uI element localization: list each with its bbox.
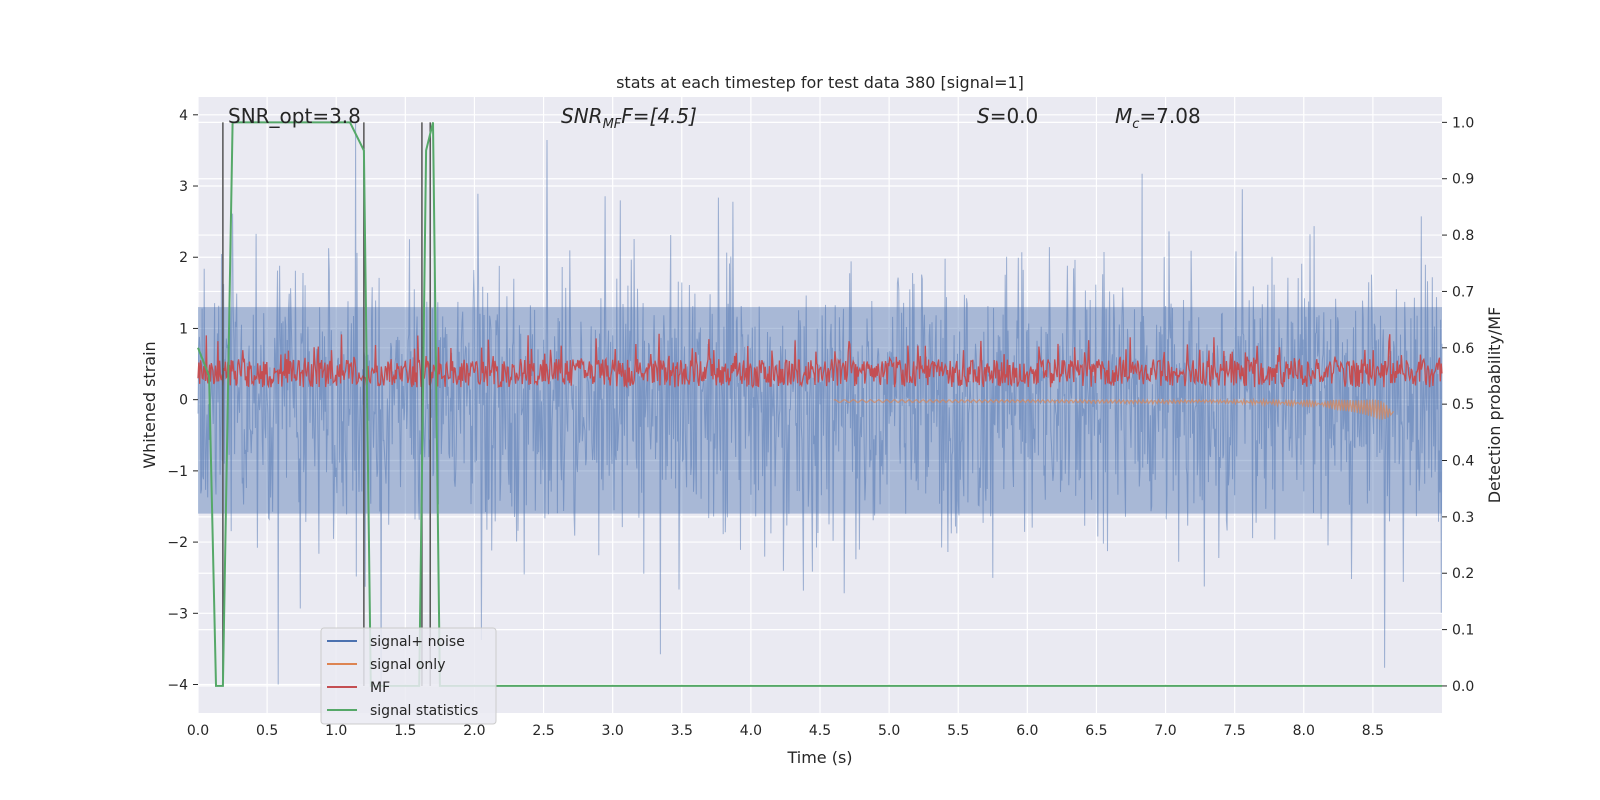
snr-mf-main: SNR — [561, 104, 603, 128]
x-tick-label: 0.5 — [256, 723, 278, 739]
mc-annotation: Mc=7.08 — [1115, 104, 1201, 132]
y2-tick-label: 0.0 — [1452, 679, 1474, 695]
x-tick-label: 8.5 — [1362, 723, 1384, 739]
x-tick-label: 1.0 — [325, 723, 347, 739]
x-tick-label: 7.5 — [1224, 723, 1246, 739]
legend-box — [320, 627, 497, 725]
y-tick-label: −4 — [167, 678, 188, 694]
s-annotation: S=0.0 — [977, 104, 1038, 128]
mc-main: M — [1115, 104, 1132, 128]
y-tick-label: 0 — [179, 393, 188, 409]
y-axis-label: Whitened strain — [140, 341, 159, 468]
y2-axis-label: Detection probability/MF — [1485, 307, 1504, 504]
y2-tick-label: 0.6 — [1452, 341, 1474, 357]
signal-only-series — [833, 397, 1395, 420]
grid-lines — [197, 97, 1442, 713]
signal-noise-series — [197, 121, 1443, 685]
y2-tick-label: 0.9 — [1452, 172, 1474, 188]
x-tick-label: 1.5 — [394, 723, 416, 739]
y-axis-ticks: 4 3 2 1 0 −1 −2 −3 −4 — [167, 108, 198, 694]
y-tick-label: 1 — [179, 321, 188, 337]
x-tick-label: 0.0 — [187, 723, 209, 739]
y-tick-label: 3 — [179, 179, 188, 195]
x-tick-label: 4.0 — [740, 723, 762, 739]
x-tick-label: 2.0 — [463, 723, 485, 739]
y-tick-label: −3 — [167, 606, 188, 622]
signal-statistics-line — [197, 121, 1442, 687]
y-tick-label: 4 — [179, 108, 188, 124]
y-tick-label: −2 — [167, 535, 188, 551]
y2-tick-label: 0.4 — [1452, 454, 1474, 470]
x-tick-label: 7.0 — [1154, 723, 1176, 739]
s-rest: =0.0 — [990, 104, 1039, 128]
y2-tick-label: 1.0 — [1452, 115, 1474, 131]
y-tick-label: 2 — [179, 250, 188, 266]
x-axis-label: Time (s) — [786, 748, 852, 767]
y2-tick-label: 0.3 — [1452, 510, 1474, 526]
signal-statistics-series — [197, 121, 1442, 687]
mf-line — [197, 333, 1443, 389]
mc-rest: =7.08 — [1139, 104, 1200, 128]
chart-title: stats at each timestep for test data 380… — [616, 73, 1024, 92]
y2-tick-label: 0.1 — [1452, 623, 1474, 639]
x-tick-label: 3.5 — [671, 723, 693, 739]
legend: signal+ noise signal only MF signal stat… — [320, 627, 497, 725]
legend-label-signal: signal only — [370, 657, 445, 673]
x-tick-label: 3.0 — [602, 723, 624, 739]
mf-series — [197, 333, 1443, 389]
x-tick-label: 2.5 — [532, 723, 554, 739]
y-tick-label: −1 — [167, 464, 188, 480]
y2-tick-label: 0.8 — [1452, 228, 1474, 244]
legend-label-mf: MF — [370, 680, 390, 696]
x-tick-label: 8.0 — [1293, 723, 1315, 739]
x-axis-ticks: 0.0 0.5 1.0 1.5 2.0 2.5 3.0 3.5 4.0 4.5 5.0 5.5 6.0 6… — [187, 723, 1384, 739]
y2-tick-label: 0.2 — [1452, 566, 1474, 582]
snr-mf-annotation: SNRMFF=[4.5] — [561, 104, 697, 132]
x-tick-label: 5.0 — [878, 723, 900, 739]
x-tick-label: 5.5 — [947, 723, 969, 739]
x-tick-label: 4.5 — [809, 723, 831, 739]
y2-tick-label: 0.7 — [1452, 284, 1474, 300]
legend-label-stats: signal statistics — [370, 703, 478, 719]
snr-opt-annotation: SNR_opt=3.8 — [228, 104, 361, 128]
snr-mf-rest: F=[4.5] — [621, 104, 697, 128]
snr-mf-sub: MF — [603, 117, 622, 132]
s-main: S — [977, 104, 990, 128]
legend-label-noise: signal+ noise — [370, 634, 465, 650]
signal-noise-band — [198, 307, 1442, 514]
signal-only-line — [833, 397, 1395, 420]
y2-tick-label: 0.5 — [1452, 397, 1474, 413]
y2-axis-ticks: 1.0 0.9 0.8 0.7 0.6 0.5 0.4 0.3 0.2 0.1 0.0 — [1442, 115, 1474, 695]
x-tick-label: 6.5 — [1085, 723, 1107, 739]
mc-sub: c — [1132, 117, 1139, 132]
x-tick-label: 6.0 — [1016, 723, 1038, 739]
